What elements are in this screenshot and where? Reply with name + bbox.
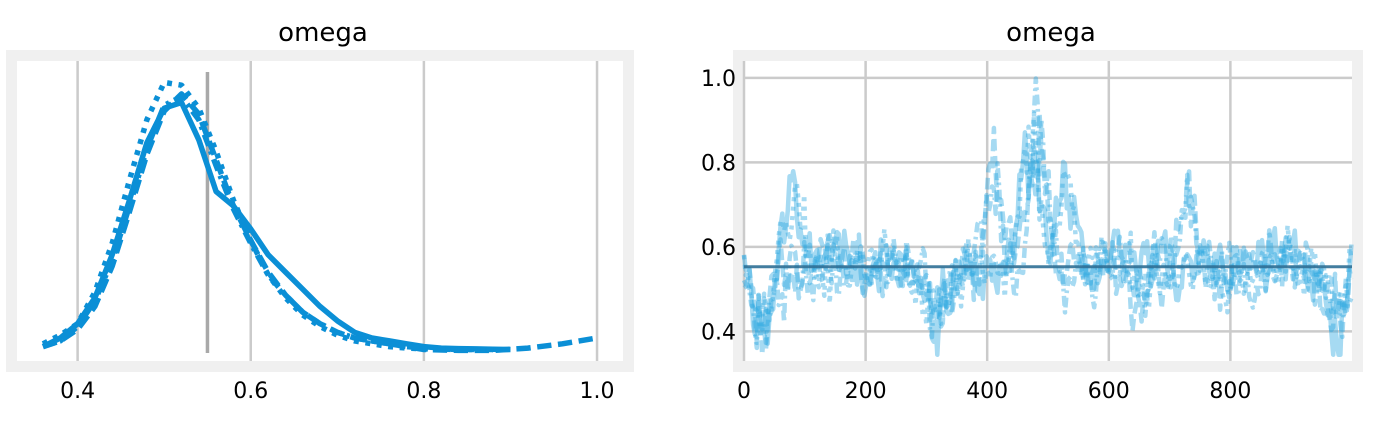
trace-chain-solid bbox=[741, 130, 1354, 357]
density-grid bbox=[76, 61, 599, 361]
trace-x-tick-labels: 0 200 400 600 800 bbox=[737, 379, 1251, 404]
density-panel: omega 0.4 0.6 0.8 1.0 bbox=[6, 18, 634, 404]
trace-plot-area bbox=[744, 61, 1352, 361]
trace-grid bbox=[742, 61, 1352, 361]
trace-x-tick-label: 800 bbox=[1209, 379, 1251, 404]
density-x-tick-label: 0.8 bbox=[406, 379, 441, 404]
density-plot-area bbox=[17, 61, 623, 361]
trace-y-tick-labels: 0.4 0.6 0.8 1.0 bbox=[701, 67, 736, 346]
trace-chain-dashed bbox=[742, 110, 1354, 357]
trace-x-tick-label: 200 bbox=[845, 379, 887, 404]
trace-x-tick-label: 400 bbox=[966, 379, 1008, 404]
trace-y-tick-label: 0.6 bbox=[701, 236, 736, 261]
trace-panel: omega 0 200 400 600 800 0.4 0.6 0.8 1.0 bbox=[701, 18, 1363, 404]
density-x-tick-label: 0.4 bbox=[60, 379, 95, 404]
density-x-tick-labels: 0.4 0.6 0.8 1.0 bbox=[60, 379, 614, 404]
density-x-tick-label: 0.6 bbox=[233, 379, 268, 404]
trace-y-tick-label: 0.4 bbox=[701, 320, 736, 345]
trace-series bbox=[741, 76, 1354, 357]
trace-x-tick-label: 600 bbox=[1088, 379, 1130, 404]
density-series bbox=[41, 79, 598, 354]
density-title: omega bbox=[278, 18, 368, 48]
trace-chain-dashdot bbox=[741, 76, 1354, 351]
trace-y-tick-label: 1.0 bbox=[701, 67, 736, 92]
trace-title: omega bbox=[1006, 18, 1096, 48]
density-x-tick-label: 1.0 bbox=[580, 379, 615, 404]
density-curve-dashdot bbox=[42, 93, 494, 353]
trace-x-tick-label: 0 bbox=[737, 379, 751, 404]
trace-chain-dotted bbox=[741, 111, 1354, 341]
trace-y-tick-label: 0.8 bbox=[701, 151, 736, 176]
